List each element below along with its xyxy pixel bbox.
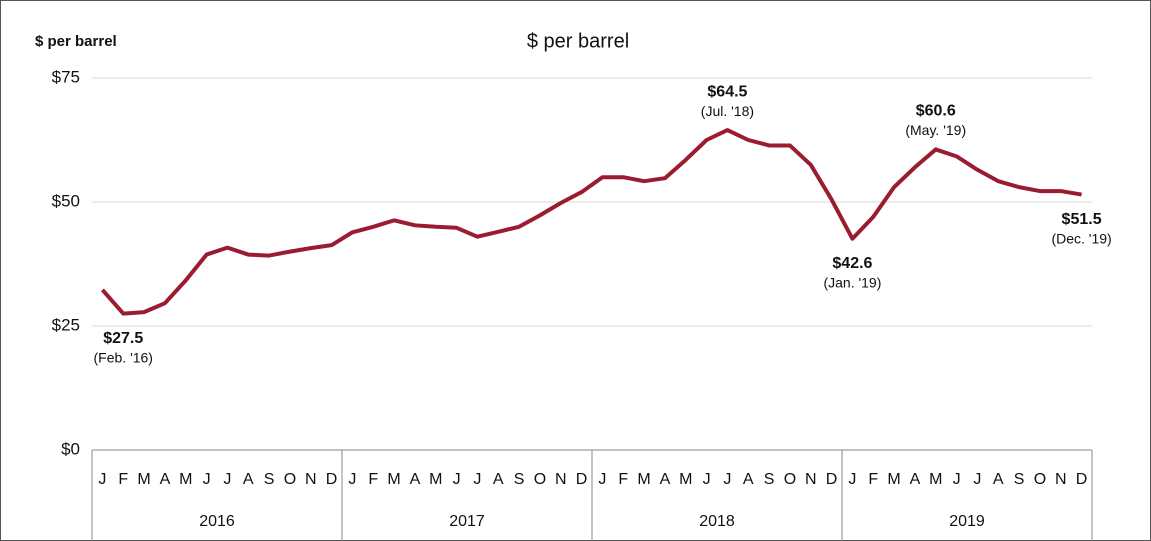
x-tick-label: A: [910, 471, 921, 488]
x-tick-label: S: [264, 471, 275, 488]
x-tick-label: F: [118, 471, 128, 488]
x-tick-label: M: [387, 471, 400, 488]
year-label: 2016: [199, 513, 235, 530]
y-tick-label: $50: [52, 191, 80, 210]
y-tick-label: $75: [52, 67, 80, 86]
x-tick-label: J: [723, 471, 731, 488]
value-label: $42.6: [832, 255, 872, 272]
year-label: 2019: [949, 513, 985, 530]
x-tick-label: D: [826, 471, 838, 488]
x-tick-label: O: [534, 471, 546, 488]
value-label: $60.6: [916, 103, 956, 120]
x-tick-label: M: [929, 471, 942, 488]
x-tick-label: D: [1076, 471, 1088, 488]
chart-title: $ per barrel: [527, 30, 629, 52]
x-tick-label: J: [203, 471, 211, 488]
x-tick-label: M: [679, 471, 692, 488]
x-tick-label: J: [953, 471, 961, 488]
x-tick-label: S: [764, 471, 775, 488]
x-tick-label: M: [179, 471, 192, 488]
x-tick-label: M: [637, 471, 650, 488]
x-tick-label: F: [368, 471, 378, 488]
x-tick-label: J: [703, 471, 711, 488]
x-tick-label: J: [453, 471, 461, 488]
x-tick-label: A: [743, 471, 754, 488]
value-label: $64.5: [707, 83, 747, 100]
x-tick-label: A: [993, 471, 1004, 488]
x-tick-label: N: [305, 471, 317, 488]
date-label: (Jan. '19): [823, 274, 881, 290]
value-label: $51.5: [1062, 211, 1102, 228]
y-axis-label: $ per barrel: [35, 33, 117, 50]
date-label: (Feb. '16): [94, 349, 153, 365]
y-tick-label: $25: [52, 315, 80, 334]
x-tick-label: J: [598, 471, 606, 488]
x-tick-label: S: [1014, 471, 1025, 488]
x-tick-label: A: [243, 471, 254, 488]
x-tick-label: S: [514, 471, 525, 488]
x-tick-label: M: [887, 471, 900, 488]
x-tick-label: J: [98, 471, 106, 488]
y-tick-label: $0: [61, 439, 80, 458]
x-tick-label: N: [555, 471, 567, 488]
x-tick-label: F: [868, 471, 878, 488]
x-tick-label: N: [1055, 471, 1067, 488]
value-label: $27.5: [103, 330, 143, 347]
x-tick-label: A: [410, 471, 421, 488]
date-label: (May. '19): [905, 122, 966, 138]
x-tick-label: D: [326, 471, 338, 488]
data-line: [100, 128, 1082, 316]
year-label: 2017: [449, 513, 485, 530]
x-tick-label: A: [660, 471, 671, 488]
x-tick-label: O: [784, 471, 796, 488]
x-tick-label: D: [576, 471, 588, 488]
x-tick-label: J: [848, 471, 856, 488]
x-tick-label: F: [618, 471, 628, 488]
x-tick-label: J: [348, 471, 356, 488]
x-tick-label: A: [493, 471, 504, 488]
x-tick-label: O: [284, 471, 296, 488]
x-tick-label: J: [473, 471, 481, 488]
date-label: (Dec. '19): [1051, 230, 1111, 246]
x-tick-label: O: [1034, 471, 1046, 488]
date-label: (Jul. '18): [701, 103, 754, 119]
x-tick-label: M: [137, 471, 150, 488]
x-tick-label: A: [160, 471, 171, 488]
x-tick-label: J: [223, 471, 231, 488]
year-label: 2018: [699, 513, 735, 530]
x-tick-label: M: [429, 471, 442, 488]
x-tick-label: N: [805, 471, 817, 488]
x-tick-label: J: [973, 471, 981, 488]
